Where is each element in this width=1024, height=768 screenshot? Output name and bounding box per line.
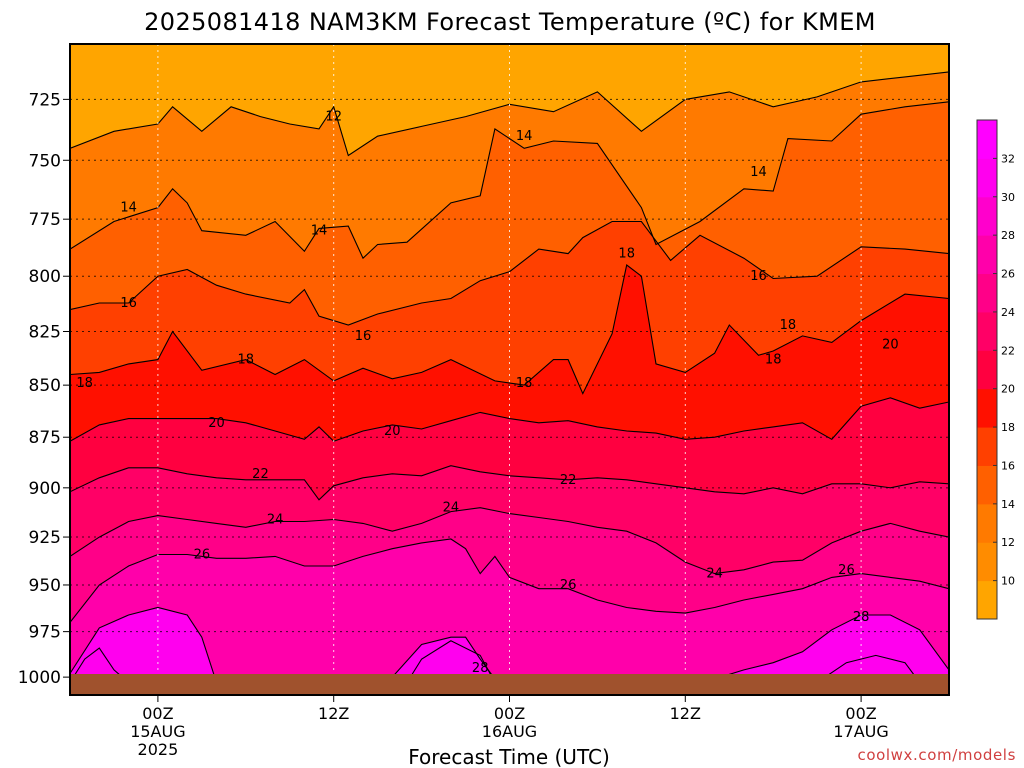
colorbar-swatch-11 [977,158,997,198]
contour-label-20: 20 [882,338,899,353]
contour-30 [816,654,921,683]
contour-label-16: 16 [355,329,372,344]
y-tick-label-900: 900 [29,479,61,499]
contour-lines [70,71,949,684]
colorbar-label-28: 28 [1001,229,1015,242]
x-tick-label-48-1: 17AUG [833,722,888,741]
x-tick-label-36-0: 12Z [670,704,701,723]
fill-band-26 [70,539,949,695]
colorbar-swatch-1 [977,542,997,582]
colorbar-label-32: 32 [1001,152,1015,165]
contour-label-24: 24 [443,501,460,516]
y-tick-label-950: 950 [29,576,61,596]
contour-label-18: 18 [618,247,635,262]
contour-label-26: 26 [838,563,855,578]
colorbar-label-14: 14 [1001,498,1015,511]
contour-20 [70,397,949,442]
colorbar-swatch-12 [977,120,997,159]
colorbar-swatch-7 [977,311,997,351]
colorbar-label-30: 30 [1001,191,1015,204]
contour-22 [70,465,949,501]
contour-label-24: 24 [267,512,284,527]
contour-label-22: 22 [560,473,577,488]
colorbar-label-20: 20 [1001,383,1015,396]
colorbar-swatch-4 [977,427,997,466]
x-tick-label-12-0: 12Z [318,704,349,723]
chart-title: 2025081418 NAM3KM Forecast Temperature (… [144,8,876,36]
ground-surface [70,674,949,695]
colorbar-label-16: 16 [1001,459,1015,472]
contour-label-20: 20 [384,424,401,439]
contour-label-18: 18 [780,318,797,333]
colorbar-swatch-5 [977,388,997,428]
contour-label-26: 26 [194,547,211,562]
y-tick-label-750: 750 [29,151,61,171]
colorbar-swatch-10 [977,196,997,236]
colorbar-swatch-0 [977,580,997,620]
contour-label-26: 26 [560,578,577,593]
contour-label-16: 16 [750,269,767,284]
contour-30 [406,640,496,683]
colorbar-label-18: 18 [1001,421,1015,434]
y-axis-ticks: 725 750 775 800 825 850 875 900 925 950 975 1000 [18,90,70,688]
contour-label-18: 18 [765,353,782,368]
contour-labels: 12 14 14 14 14 16 16 16 18 18 18 18 18 18 20 20 20 22 22 24… [76,110,898,676]
site-credit: coolwx.com/models [858,746,1017,764]
contour-label-28: 28 [472,661,489,676]
colorbar-swatch-6 [977,350,997,390]
colorbar-label-12: 12 [1001,536,1015,549]
contour-12 [70,71,949,157]
contour-label-22: 22 [252,467,269,482]
y-tick-label-925: 925 [29,528,61,548]
contour-label-14: 14 [311,224,328,239]
contour-label-24: 24 [706,567,723,582]
contour-label-28: 28 [853,610,870,625]
x-tick-label-24-1: 16AUG [482,722,537,741]
y-tick-label-775: 775 [29,210,61,230]
colorbar-swatch-3 [977,465,997,505]
contour-label-18: 18 [238,353,255,368]
x-tick-label-48-0: 00Z [845,704,876,723]
x-tick-label-0-1: 15AUG [130,722,185,741]
y-tick-label-975: 975 [29,623,61,643]
contour-label-18: 18 [516,376,533,391]
contour-label-20: 20 [208,416,225,431]
colorbar-label-10: 10 [1001,575,1015,588]
y-tick-label-825: 825 [29,323,61,343]
colorbar-label-24: 24 [1001,306,1015,319]
colorbar-swatch-8 [977,273,997,313]
contour-label-16: 16 [120,296,137,311]
y-tick-label-850: 850 [29,376,61,396]
contour-label-18: 18 [76,376,93,391]
contour-18 [70,264,949,395]
contour-label-14: 14 [516,129,533,144]
x-axis-label: Forecast Time (UTC) [408,745,610,768]
colorbar-swatch-2 [977,503,997,543]
y-tick-label-1000: 1000 [18,668,61,688]
contour-16 [70,220,949,326]
y-tick-label-725: 725 [29,90,61,110]
colorbar-swatch-9 [977,235,997,275]
x-tick-label-24-0: 00Z [494,704,525,723]
contour-label-12: 12 [325,110,342,125]
colorbar-label-26: 26 [1001,268,1015,281]
contour-26 [70,538,949,623]
x-tick-label-0-2: 2025 [138,740,179,759]
contour-label-14: 14 [120,201,137,216]
colorbar: 32 30 28 26 24 22 20 18 16 14 12 10 [976,119,1015,620]
colorbar-frame [976,119,998,620]
colorbar-label-22: 22 [1001,344,1015,357]
y-tick-label-875: 875 [29,428,61,448]
contour-label-14: 14 [750,165,767,180]
x-tick-label-0-0: 00Z [142,704,173,723]
contour-14 [70,101,949,260]
y-tick-label-800: 800 [29,267,61,287]
